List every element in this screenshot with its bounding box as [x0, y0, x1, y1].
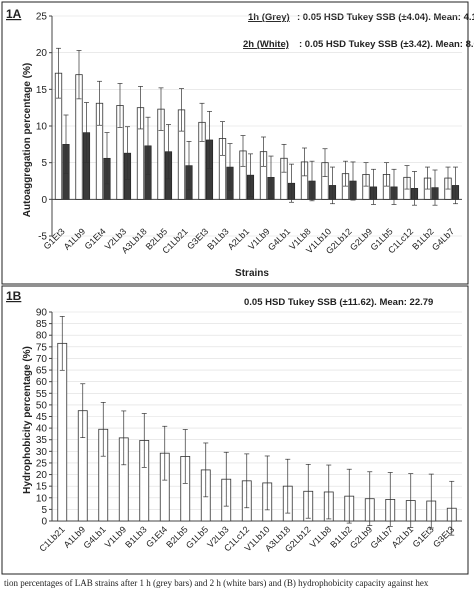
a-x-tick-label: G4Lb1: [266, 226, 292, 252]
panel-b-bars: [57, 316, 457, 536]
b-x-tick-label: G1Lb5: [184, 524, 210, 550]
b-y-tick-label: 5: [41, 505, 47, 516]
a-x-tick-label: A1Lb9: [62, 226, 87, 251]
b-x-tick-label: G1Et3: [411, 524, 436, 549]
b-y-tick-label: 15: [36, 482, 48, 493]
a-x-tick-label: G3Et3: [185, 226, 210, 251]
panel-b-x-ticks: C1Lb21A1Lb9G4Lb1V1Lb9B1Lb3G1Et4B2Lb5G1Lb…: [37, 524, 456, 554]
panel-b: 1B 0.05 HSD Tukey SSB (±11.62). Mean: 22…: [1, 285, 469, 575]
b-x-tick-label: G4Lb7: [368, 524, 394, 550]
b-y-tick-label: 85: [36, 319, 48, 330]
a-x-tick-label: G4Lb7: [430, 226, 456, 252]
b-y-tick-label: 20: [36, 470, 48, 481]
panel-b-grid: [52, 311, 462, 522]
a-x-tick-label: G1Et4: [83, 226, 108, 251]
panel-a-y-axis-title: Autoaggregation percentage (%): [22, 63, 33, 217]
a-y-tick-label: 10: [36, 122, 48, 133]
a-y-tick-label: 0: [41, 195, 47, 206]
a-y-tick-label: 20: [36, 48, 48, 59]
panel-a-annotation-2-text: : 0.05 HSD Tukey SSB (±3.42). Mean: 8.06: [299, 39, 474, 50]
b-x-tick-label: A2Lb1: [390, 524, 415, 549]
panel-a-annotation-2-label: 2h (White): [243, 39, 289, 50]
a-y-tick-label: 5: [41, 158, 47, 169]
b-x-tick-label: B1Lb3: [123, 524, 148, 549]
panel-b-label: 1B: [6, 289, 22, 303]
b-y-tick-label: 90: [36, 308, 48, 319]
panel-a-bars: [54, 47, 460, 206]
b-y-tick-label: 50: [36, 400, 48, 411]
b-x-tick-label: V1Lb9: [103, 524, 128, 549]
b-y-tick-label: 25: [36, 458, 48, 469]
b-y-tick-label: 10: [36, 493, 48, 504]
figure: 1A 1h (Grey) : 0.05 HSD Tukey SSB (±4.04…: [1, 1, 474, 575]
b-x-tick-label: V1Lb8: [308, 524, 333, 549]
a-y-tick-label: 25: [36, 12, 48, 23]
a-x-tick-label: B1Lb3: [205, 226, 230, 251]
panel-a-label: 1A: [6, 7, 22, 21]
panel-b-annotation-text: 0.05 HSD Tukey SSB (±11.62). Mean: 22.79: [244, 297, 433, 308]
b-x-tick-label: G4Lb1: [81, 524, 107, 550]
b-y-tick-label: 70: [36, 354, 48, 365]
b-x-tick-label: C1Lb21: [37, 524, 66, 553]
a-y-tick-label: 15: [36, 85, 48, 96]
panel-a-annotation-1-label: 1h (Grey): [248, 12, 290, 23]
b-y-tick-label: 40: [36, 424, 48, 435]
b-y-tick-label: 65: [36, 366, 48, 377]
b-x-tick-label: G3Et3: [431, 524, 456, 549]
panel-b-frame: [1, 285, 469, 575]
b-y-tick-label: 55: [36, 389, 48, 400]
b-y-tick-label: 60: [36, 377, 48, 388]
b-y-tick-label: 0: [41, 517, 47, 528]
b-x-tick-label: G1Et4: [144, 524, 169, 549]
a-y-tick-label: -5: [38, 232, 47, 243]
panel-a-x-ticks: G1Et3A1Lb9G1Et4V2Lb3A3Lb18B2Lb5C1Lb21G3E…: [42, 226, 457, 256]
b-y-tick-label: 45: [36, 412, 48, 423]
panel-b-y-axis-title: Hydrophobicity percentage (%): [22, 346, 33, 494]
panel-a: 1A 1h (Grey) : 0.05 HSD Tukey SSB (±4.04…: [1, 1, 474, 285]
figure-caption: tion percentages of LAB strains after 1 …: [4, 578, 429, 588]
panel-a-x-axis-title: Strains: [235, 268, 269, 279]
panel-a-y-ticks: -5 0 5 10 15 20 25: [36, 12, 52, 243]
a-x-tick-label: A2Lb1: [226, 226, 251, 251]
panel-a-frame: [1, 1, 469, 285]
b-y-tick-label: 30: [36, 447, 48, 458]
b-y-tick-label: 80: [36, 331, 48, 342]
panel-a-annotation-1-text: : 0.05 HSD Tukey SSB (±4.04). Mean: 4.11: [297, 12, 474, 23]
b-y-tick-label: 35: [36, 435, 48, 446]
b-y-tick-label: 75: [36, 342, 48, 353]
